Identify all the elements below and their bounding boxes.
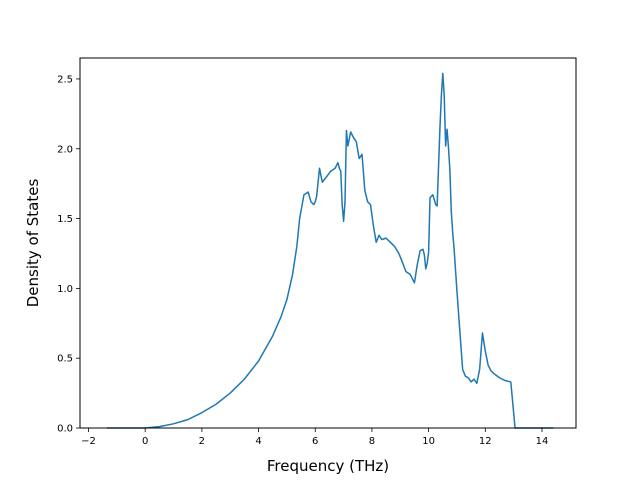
y-tick-label: 1.0 xyxy=(57,284,73,295)
x-tick-label: −2 xyxy=(81,436,96,447)
y-tick-label: 0.0 xyxy=(57,424,73,435)
y-tick-label: 2.5 xyxy=(57,74,73,85)
x-tick-label: 6 xyxy=(312,436,318,447)
y-tick-label: 2.0 xyxy=(57,144,73,155)
plot-background xyxy=(80,58,576,428)
x-axis-ticks: −2 0 2 4 6 8 10 12 14 xyxy=(81,428,548,447)
x-tick-label: 14 xyxy=(536,436,549,447)
plot-frame xyxy=(79,57,577,429)
y-axis-ticks: 0.0 0.5 1.0 1.5 2.0 2.5 xyxy=(57,74,80,435)
x-tick-label: 0 xyxy=(142,436,148,447)
x-tick-label: 8 xyxy=(369,436,375,447)
x-tick-label: 10 xyxy=(422,436,435,447)
y-tick-label: 0.5 xyxy=(57,354,73,365)
x-tick-label: 2 xyxy=(199,436,205,447)
x-axis-label: Frequency (THz) xyxy=(267,457,389,475)
y-tick-label: 1.5 xyxy=(57,214,73,225)
series-layer xyxy=(106,72,554,429)
x-tick-label: 12 xyxy=(479,436,492,447)
x-tick-label: 4 xyxy=(255,436,261,447)
y-axis-label: Density of States xyxy=(24,179,42,308)
dos-series-line-0 xyxy=(106,72,554,429)
